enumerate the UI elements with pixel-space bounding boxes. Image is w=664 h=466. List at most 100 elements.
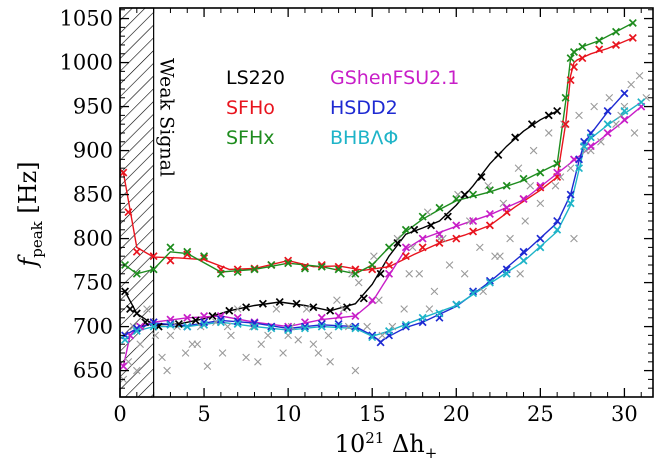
point-sfhx [569, 48, 578, 57]
point-bhb [603, 120, 612, 129]
point-bhb [620, 106, 629, 115]
point-bhb [351, 324, 360, 333]
point-background [314, 349, 323, 357]
point-background [218, 349, 227, 357]
point-sfho [536, 183, 545, 192]
point-gshenfsu21 [385, 269, 394, 278]
point-ls220 [326, 306, 335, 315]
point-hsdd2 [603, 106, 612, 115]
point-ls220 [393, 238, 402, 247]
point-sfho [595, 45, 604, 54]
point-gshenfsu21 [586, 142, 595, 151]
point-ls220 [553, 106, 562, 115]
y-tick-label: 850 [73, 183, 113, 207]
point-background [514, 164, 523, 172]
point-gshenfsu21 [519, 194, 528, 203]
point-background [302, 305, 311, 313]
point-hsdd2 [519, 247, 528, 256]
point-bhb [385, 326, 394, 335]
point-sfhx [121, 260, 130, 269]
point-background [254, 358, 262, 366]
point-hsdd2 [351, 322, 360, 331]
point-bhb [519, 256, 528, 265]
point-sfho [284, 256, 293, 265]
point-background [479, 287, 487, 296]
legend-entry-sfhx: SFHx [226, 127, 275, 149]
point-bhb [469, 289, 478, 298]
point-background [203, 362, 212, 370]
point-sfhx [334, 265, 343, 274]
point-hsdd2 [376, 338, 385, 347]
point-hsdd2 [132, 324, 141, 333]
point-background [597, 137, 605, 146]
point-sfhx [452, 194, 461, 203]
legend: LS220 SFHo SFHx GShenFSU2.1 HSDD2 BHBΛΦ [226, 67, 459, 149]
point-sfhx [485, 186, 494, 195]
point-sfho [485, 221, 494, 230]
point-background [223, 322, 232, 331]
legend-entry-bhb: BHBΛΦ [330, 127, 398, 149]
point-gshenfsu21 [120, 362, 128, 371]
point-sfho [317, 260, 326, 269]
point-hsdd2 [200, 318, 209, 327]
point-background [326, 358, 334, 366]
point-sfho [401, 252, 410, 261]
point-sfhx [628, 18, 637, 27]
point-ls220 [359, 294, 368, 303]
point-sfho [183, 250, 192, 259]
point-background [143, 305, 151, 313]
point-background [544, 129, 553, 137]
point-background [272, 305, 281, 313]
point-background [635, 71, 644, 80]
point-ls220 [191, 316, 200, 325]
x-tick-label: 20 [443, 402, 470, 426]
point-bhb [553, 225, 562, 234]
point-bhb [334, 322, 343, 331]
point-background [415, 269, 424, 278]
point-hsdd2 [566, 190, 575, 199]
point-gshenfsu21 [502, 203, 511, 212]
point-gshenfsu21 [200, 312, 209, 321]
point-bhb [200, 320, 209, 329]
point-gshenfsu21 [536, 181, 545, 190]
point-background [627, 80, 635, 89]
point-hsdd2 [620, 89, 629, 98]
y-axis-ticks: 650 700 750 800 850 900 950 1000 1050 [60, 7, 653, 389]
point-background [279, 349, 287, 357]
point-hsdd2 [334, 319, 343, 328]
point-background [378, 331, 387, 340]
point-ls220 [477, 172, 486, 181]
y-tick-label: 1050 [60, 7, 113, 31]
point-sfhx [578, 42, 587, 51]
y-tick-label: 650 [73, 359, 113, 383]
point-hsdd2 [575, 155, 584, 164]
point-ls220 [342, 303, 351, 312]
point-background [400, 305, 408, 313]
point-background [560, 120, 568, 128]
point-ls220 [410, 225, 419, 234]
weak-signal-label: Weak Signal [156, 58, 178, 177]
point-bhb [401, 320, 410, 329]
point-background [227, 331, 235, 340]
data-points [120, 18, 651, 384]
point-sfho [233, 265, 242, 274]
point-ls220 [208, 312, 217, 321]
point-background [425, 305, 434, 313]
point-bhb [250, 322, 259, 331]
point-background [333, 296, 341, 304]
point-sfho [561, 120, 570, 129]
point-sfho [149, 252, 158, 261]
point-sfhx [435, 203, 444, 212]
point-background [605, 93, 614, 102]
x-axis-label: 1021 Δh+ [335, 429, 438, 462]
point-sfhx [385, 243, 394, 252]
point-background [570, 234, 578, 243]
point-background [484, 181, 493, 190]
point-background [370, 252, 378, 260]
point-sfhx [561, 93, 570, 102]
legend-entry-hsdd2: HSDD2 [330, 97, 398, 119]
y-tick-label: 800 [73, 227, 113, 251]
point-gshenfsu21 [435, 230, 444, 239]
point-ls220 [258, 299, 267, 308]
point-background [575, 111, 583, 120]
